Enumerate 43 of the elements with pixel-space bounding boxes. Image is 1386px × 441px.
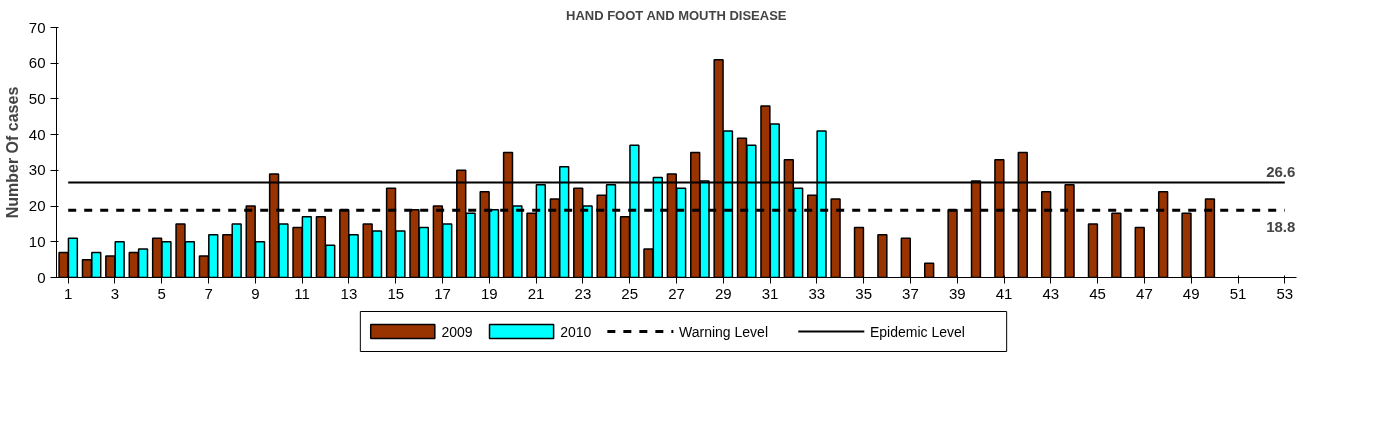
legend-label: Warning Level: [679, 323, 769, 340]
y-tick-label: 70: [28, 18, 46, 36]
y-axis-title: Number Of cases: [3, 86, 21, 219]
x-tick-label: 31: [761, 284, 779, 302]
x-tick-label: 43: [1042, 284, 1060, 302]
x-tick-label: 37: [902, 284, 919, 302]
x-tick-label: 47: [1136, 284, 1153, 302]
legend-label: 2010: [560, 323, 592, 340]
y-tick-label: 50: [28, 89, 46, 107]
x-tick-label: 9: [251, 284, 260, 302]
x-tick-label: 21: [527, 284, 545, 302]
x-tick-label: 5: [157, 284, 166, 302]
x-tick-label: 39: [948, 284, 966, 302]
x-tick-label: 17: [434, 284, 451, 302]
x-tick-label: 13: [340, 284, 358, 302]
y-tick-label: 30: [28, 161, 46, 179]
annotation: 18.8: [1266, 218, 1296, 236]
x-tick-label: 29: [714, 284, 732, 302]
x-tick-label: 25: [621, 284, 639, 302]
x-tick-label: 41: [995, 284, 1013, 302]
x-tick-label: 33: [808, 284, 826, 302]
x-tick-label: 53: [1276, 284, 1294, 302]
y-tick-label: 40: [28, 125, 46, 143]
y-tick-label: 0: [37, 268, 46, 286]
x-tick-label: 49: [1182, 284, 1200, 302]
y-tick-label: 10: [28, 232, 46, 250]
chart-title: HAND FOOT AND MOUTH DISEASE: [566, 7, 787, 23]
x-tick-label: 1: [64, 284, 73, 302]
x-tick-label: 51: [1229, 284, 1247, 302]
legend-label: 2009: [441, 323, 473, 340]
x-tick-label: 15: [387, 284, 405, 302]
x-tick-label: 3: [110, 284, 120, 302]
x-tick-label: 45: [1089, 284, 1106, 302]
y-tick-label: 20: [28, 197, 46, 215]
x-tick-label: 23: [574, 284, 592, 302]
x-tick-label: 7: [204, 284, 213, 302]
x-tick-label: 19: [480, 284, 498, 302]
annotation: 26.6: [1266, 162, 1296, 180]
x-tick-label: 27: [668, 284, 685, 302]
x-tick-label: 11: [294, 284, 310, 302]
x-tick-label: 35: [855, 284, 873, 302]
legend-label: Epidemic Level: [869, 323, 965, 340]
y-tick-label: 60: [28, 54, 46, 72]
